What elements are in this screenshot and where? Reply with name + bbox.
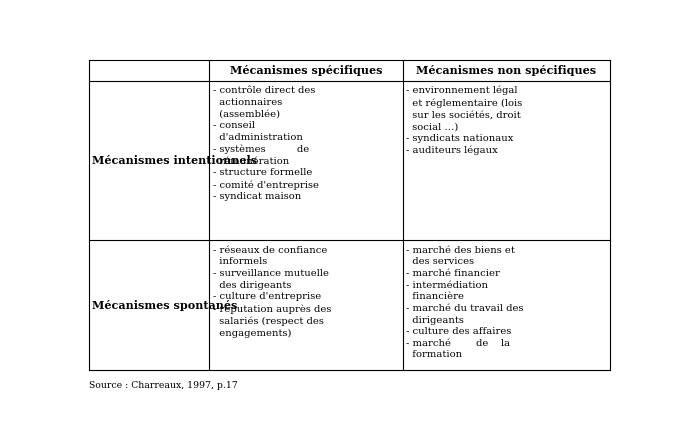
Text: - environnement légal
  et réglementaire (lois
  sur les sociétés, droit
  socia: - environnement légal et réglementaire (… — [406, 86, 522, 155]
Text: Source : Charreaux, 1997, p.17: Source : Charreaux, 1997, p.17 — [89, 381, 238, 390]
Text: Mécanismes spontanés: Mécanismes spontanés — [92, 300, 237, 311]
Text: - réseaux de confiance
  informels
- surveillance mutuelle
  des dirigeants
- cu: - réseaux de confiance informels - surve… — [213, 245, 331, 338]
Text: Mécanismes spécifiques: Mécanismes spécifiques — [230, 65, 383, 76]
Text: - marché des biens et
  des services
- marché financier
- intermédiation
  finan: - marché des biens et des services - mar… — [406, 245, 524, 359]
Text: Mécanismes non spécifiques: Mécanismes non spécifiques — [416, 65, 596, 76]
Text: - contrôle direct des
  actionnaires
  (assemblée)
- conseil
  d'administration
: - contrôle direct des actionnaires (asse… — [213, 86, 318, 201]
Text: Mécanismes intentionnels: Mécanismes intentionnels — [92, 155, 257, 166]
